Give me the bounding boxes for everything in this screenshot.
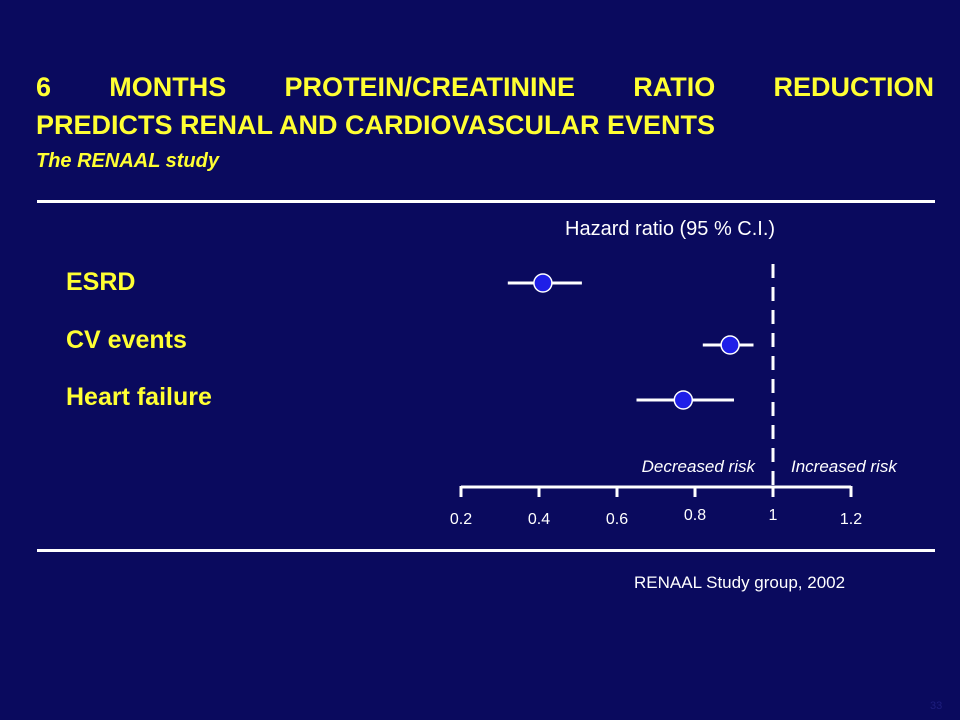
- top-divider: [37, 200, 935, 203]
- row-label-esrd: ESRD: [66, 268, 136, 296]
- slide-number: 33: [930, 700, 943, 712]
- x-tick-label: 0.2: [450, 511, 472, 528]
- slide-subtitle: The RENAAL study: [36, 150, 219, 172]
- hazard-ratio-point: [533, 273, 553, 293]
- x-tick-label: 1.2: [840, 511, 862, 528]
- decreased-risk-label: Decreased risk: [642, 457, 757, 476]
- x-tick-label: 0.6: [606, 511, 628, 528]
- slide-title-line-1: 6 MONTHS PROTEIN/CREATININE RATIO REDUCT…: [36, 72, 934, 102]
- increased-risk-label: Increased risk: [791, 457, 898, 476]
- x-tick-label: 0.4: [528, 511, 550, 528]
- slide-title-line-2: PREDICTS RENAL AND CARDIOVASCULAR EVENTS: [36, 110, 716, 140]
- x-axis-title: Hazard ratio (95 % C.I.): [565, 218, 776, 240]
- bottom-divider: [37, 549, 935, 552]
- x-tick-label: 0.8: [684, 507, 706, 524]
- source-citation: RENAAL Study group, 2002: [634, 573, 846, 592]
- row-label-cv-events: CV events: [66, 326, 187, 354]
- hazard-ratio-point: [673, 390, 694, 410]
- hazard-ratio-point: [720, 335, 740, 355]
- x-tick-label: 1: [769, 507, 778, 524]
- row-label-heart-failure: Heart failure: [66, 383, 212, 411]
